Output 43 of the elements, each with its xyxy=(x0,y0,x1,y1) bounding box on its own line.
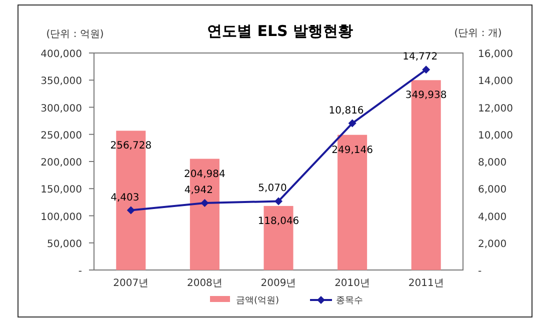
y2-tick-label: 10,000 xyxy=(478,130,513,142)
y-tick-label: 250,000 xyxy=(40,130,82,142)
x-tick-label: 2011년 xyxy=(408,278,444,289)
data-label: 349,938 xyxy=(405,90,447,102)
legend-label: 종목수 xyxy=(336,296,363,306)
y-axis-title: (단위 : 억원) xyxy=(46,29,104,40)
point xyxy=(200,198,209,207)
y-tick-label: 400,000 xyxy=(40,49,82,60)
data-label: 4,403 xyxy=(110,192,140,204)
x-tick-label: 2010년 xyxy=(334,278,370,289)
data-label: 249,146 xyxy=(332,144,373,156)
data-label: 118,046 xyxy=(258,216,300,227)
x-tick-label: 2007년 xyxy=(113,278,149,289)
point xyxy=(348,119,356,128)
y2-tick-label: 14,000 xyxy=(478,76,513,88)
x-tick-label: 2009년 xyxy=(260,278,296,289)
y2-axis-title: (단위 : 개) xyxy=(454,28,502,39)
x-tick-label: 2008년 xyxy=(186,278,222,289)
data-label: 10,816 xyxy=(328,105,364,116)
y-tick-label: 150,000 xyxy=(40,184,82,196)
y-tick-label: - xyxy=(78,266,82,277)
chart-title: 연도별 ELS 발행현황 xyxy=(206,22,354,40)
point xyxy=(422,66,430,74)
data-label: 4,942 xyxy=(184,184,214,196)
y-tick-label: 200,000 xyxy=(40,158,82,168)
y-tick-label: 350,000 xyxy=(40,76,82,88)
data-label: 256,728 xyxy=(110,140,152,152)
y2-tick-label: 8,000 xyxy=(478,158,507,168)
data-label: 5,070 xyxy=(258,183,287,194)
y2-tick-label: 4,000 xyxy=(478,212,507,223)
y-tick-label: 100,000 xyxy=(40,212,82,223)
y-tick-label: 300,000 xyxy=(40,103,82,114)
y2-tick-label: - xyxy=(478,266,482,277)
y2-tick-label: 16,000 xyxy=(478,49,513,60)
data-label: 204,984 xyxy=(184,168,226,180)
y2-tick-label: 12,000 xyxy=(478,103,513,114)
data-label: 14,772 xyxy=(402,52,438,63)
point xyxy=(126,206,135,214)
legend-label: 금액(억원) xyxy=(236,296,280,306)
y2-tick-label: 6,000 xyxy=(478,184,507,196)
point xyxy=(274,197,282,206)
y-tick-label: 50,000 xyxy=(47,238,82,250)
y2-tick-label: 2,000 xyxy=(478,238,507,250)
